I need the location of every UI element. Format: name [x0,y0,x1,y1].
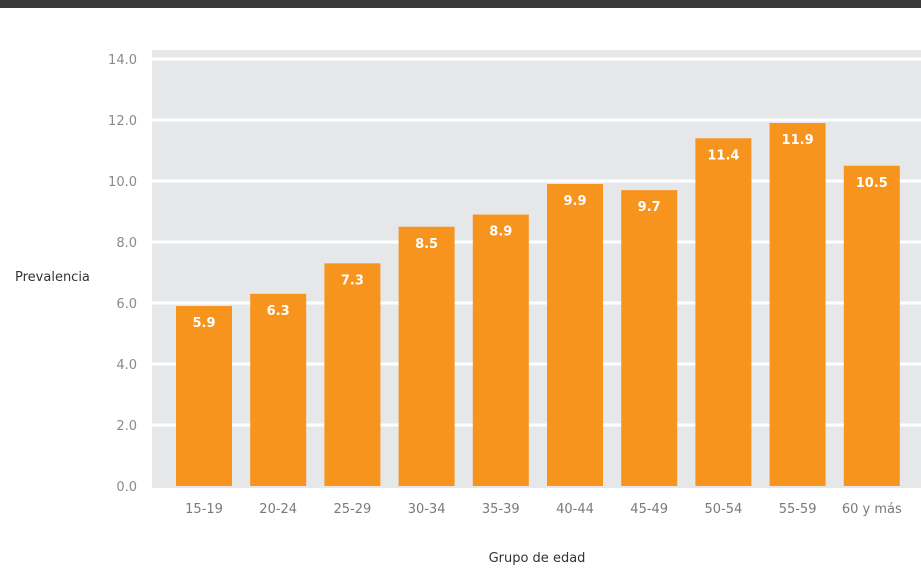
bar-value-label: 9.7 [638,200,661,215]
bar-value-label: 6.3 [267,304,290,319]
x-tick-label: 25-29 [334,502,372,517]
x-tick-label: 40-44 [556,502,594,517]
x-tick-label: 60 y más [842,502,902,517]
bar [250,293,307,486]
y-axis-ticks: 0.0 2.0 4.0 6.0 8.0 10.0 12.0 14.0 [108,53,137,495]
x-tick-label: 50-54 [705,502,743,517]
bar [695,138,752,487]
x-tick-label: 45-49 [630,502,668,517]
x-tick-label: 55-59 [779,502,817,517]
y-tick-label: 14.0 [108,53,137,68]
y-tick-label: 6.0 [116,297,137,312]
y-axis-title: Prevalencia [15,270,90,285]
x-axis-title: Grupo de edad [489,551,586,566]
bar-value-label: 9.9 [563,194,586,209]
bar [547,184,603,487]
y-tick-label: 0.0 [116,480,137,495]
x-tick-label: 30-34 [408,502,446,517]
x-axis-ticks: 15-19 20-24 25-29 30-34 35-39 40-44 45-49 50-54… [185,502,902,517]
bars [176,123,900,487]
bar-value-label: 8.9 [489,225,512,240]
x-tick-label: 15-19 [185,502,223,517]
bar [621,190,678,486]
bar [398,226,455,486]
bar-value-labels: 5.9 6.3 7.3 8.5 8.9 9.9 9.7 11.4 11.9 10.5 [192,133,887,331]
bar-value-label: 11.9 [782,133,814,148]
bar-value-label: 10.5 [856,176,888,191]
bar [769,123,826,487]
bar [176,306,232,486]
y-tick-label: 8.0 [116,236,137,251]
x-tick-label: 20-24 [259,502,297,517]
x-tick-label: 35-39 [482,502,520,517]
bar [324,263,381,486]
bar-value-label: 11.4 [707,148,739,163]
y-tick-label: 10.0 [108,175,137,190]
bar-value-label: 8.5 [415,237,438,252]
y-tick-label: 4.0 [116,358,137,373]
y-tick-label: 2.0 [116,419,137,434]
bar [472,214,529,487]
bar-value-label: 5.9 [192,316,215,331]
bar [843,165,900,486]
bar-value-label: 7.3 [341,273,364,288]
top-border-strip [0,0,921,8]
y-tick-label: 12.0 [108,114,137,129]
